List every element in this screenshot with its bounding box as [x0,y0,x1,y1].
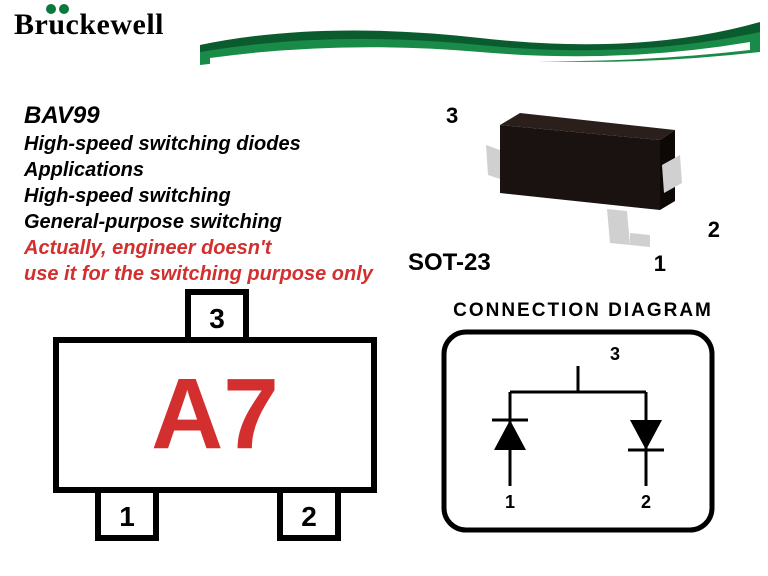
svg-text:3: 3 [610,344,620,364]
pin3-label: 3 [446,103,458,129]
svg-text:2: 2 [641,492,651,512]
sot23-3d-view: 3 2 1 SOT-23 [430,105,720,265]
part-number: BAV99 [24,100,414,131]
connection-title: CONNECTION DIAGRAM [438,300,728,322]
desc-line-4: High-speed switching [24,183,414,209]
desc-line-7: use it for the switching purpose only [24,261,414,287]
sot23-package-label: SOT-23 [408,249,491,277]
connection-diagram: CONNECTION DIAGRAM 3 1 2 [438,300,728,550]
marking-text: A7 [151,358,279,470]
svg-text:3: 3 [209,303,225,334]
desc-line-3: Applications [24,157,414,183]
brand-text: Bruckewell [14,8,164,42]
svg-text:1: 1 [505,492,515,512]
svg-text:1: 1 [119,501,135,532]
svg-text:2: 2 [301,501,317,532]
brand-post: ckewell [66,8,164,41]
brand-pre: B [14,8,35,41]
desc-line-6: Actually, engineer doesn't [24,235,414,261]
description-block: BAV99 High-speed switching diodes Applic… [24,100,414,287]
header-wave [200,10,760,70]
desc-line-2: High-speed switching diodes [24,131,414,157]
brand-logo: Bruckewell [14,8,164,42]
pin2-label: 2 [708,217,720,243]
package-outline: A7 3 1 2 [20,288,400,548]
brand-umlaut: u [48,8,65,41]
pin1-label: 1 [654,251,666,277]
desc-line-5: General-purpose switching [24,209,414,235]
